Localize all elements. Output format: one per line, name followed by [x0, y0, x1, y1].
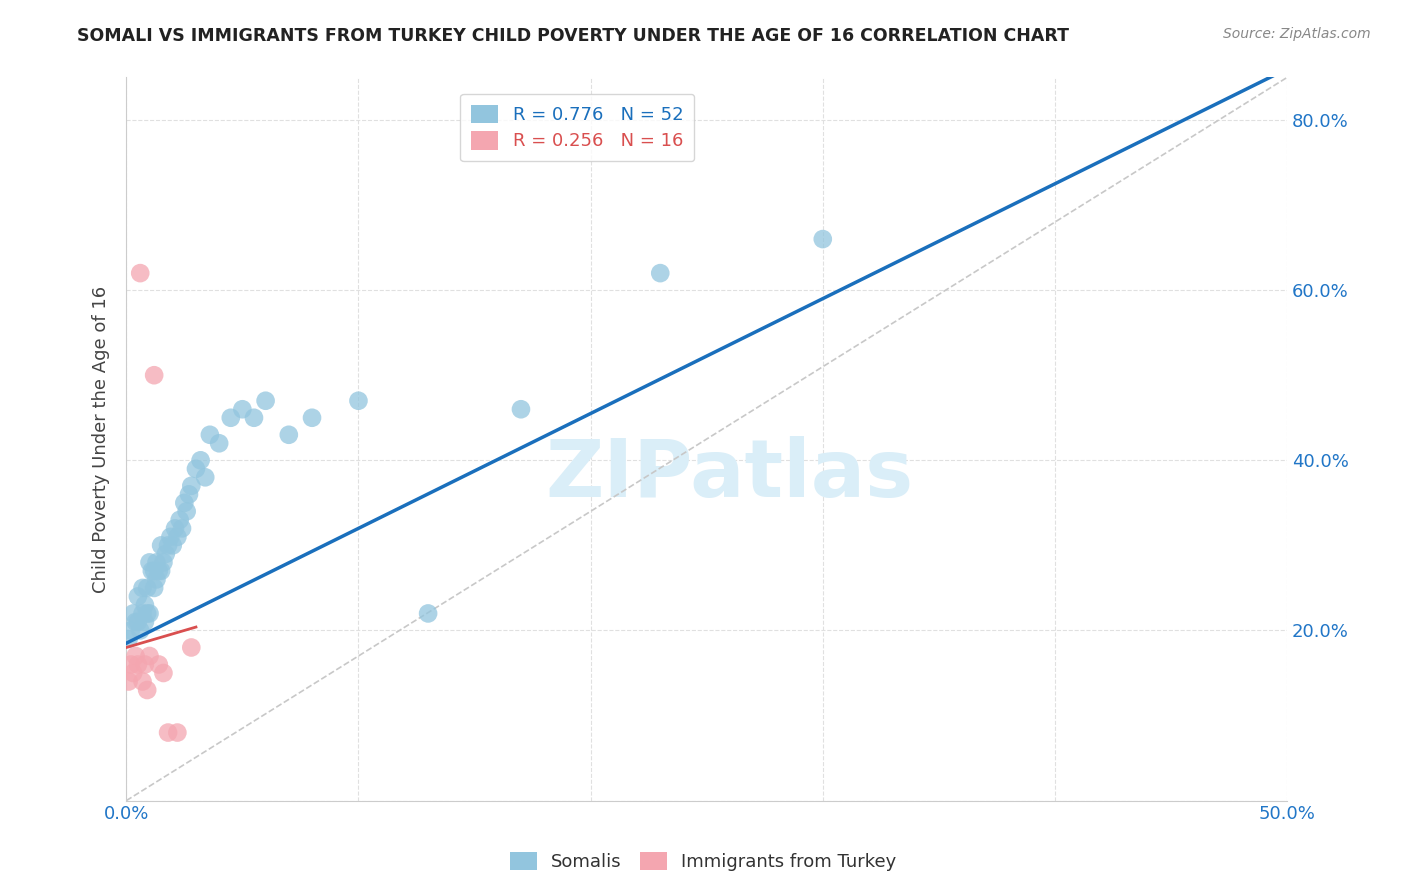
- Point: [148, 564, 170, 578]
- Point: [150, 564, 173, 578]
- Text: Source: ZipAtlas.com: Source: ZipAtlas.com: [1223, 27, 1371, 41]
- Point: [117, 632, 139, 646]
- Point: [120, 657, 142, 672]
- Point: [194, 470, 217, 484]
- Point: [176, 504, 198, 518]
- Point: [416, 607, 439, 621]
- Point: [127, 657, 149, 672]
- Point: [134, 598, 156, 612]
- Point: [138, 607, 160, 621]
- Point: [650, 266, 672, 280]
- Point: [208, 436, 231, 450]
- Legend: Somalis, Immigrants from Turkey: Somalis, Immigrants from Turkey: [502, 845, 904, 879]
- Point: [117, 674, 139, 689]
- Y-axis label: Child Poverty Under the Age of 16: Child Poverty Under the Age of 16: [93, 285, 110, 592]
- Point: [136, 581, 159, 595]
- Point: [190, 453, 212, 467]
- Text: ZIPatlas: ZIPatlas: [546, 436, 914, 514]
- Legend: R = 0.776   N = 52, R = 0.256   N = 16: R = 0.776 N = 52, R = 0.256 N = 16: [460, 94, 695, 161]
- Point: [155, 547, 177, 561]
- Point: [219, 410, 242, 425]
- Point: [162, 538, 184, 552]
- Point: [198, 427, 221, 442]
- Point: [120, 624, 142, 638]
- Point: [134, 615, 156, 629]
- Point: [170, 521, 193, 535]
- Point: [173, 496, 195, 510]
- Point: [150, 538, 173, 552]
- Point: [143, 581, 166, 595]
- Point: [157, 725, 180, 739]
- Point: [152, 555, 174, 569]
- Point: [127, 590, 149, 604]
- Point: [143, 368, 166, 383]
- Point: [254, 393, 277, 408]
- Point: [148, 657, 170, 672]
- Point: [166, 725, 188, 739]
- Point: [184, 462, 207, 476]
- Point: [180, 640, 202, 655]
- Point: [127, 615, 149, 629]
- Point: [180, 479, 202, 493]
- Point: [136, 683, 159, 698]
- Point: [143, 564, 166, 578]
- Point: [138, 555, 160, 569]
- Point: [347, 393, 370, 408]
- Point: [811, 232, 834, 246]
- Text: SOMALI VS IMMIGRANTS FROM TURKEY CHILD POVERTY UNDER THE AGE OF 16 CORRELATION C: SOMALI VS IMMIGRANTS FROM TURKEY CHILD P…: [77, 27, 1070, 45]
- Point: [243, 410, 266, 425]
- Point: [122, 607, 145, 621]
- Point: [129, 266, 152, 280]
- Point: [131, 607, 153, 621]
- Point: [177, 487, 200, 501]
- Point: [231, 402, 253, 417]
- Point: [166, 530, 188, 544]
- Point: [124, 648, 146, 663]
- Point: [124, 615, 146, 629]
- Point: [301, 410, 323, 425]
- Point: [138, 648, 160, 663]
- Point: [136, 607, 159, 621]
- Point: [277, 427, 299, 442]
- Point: [145, 573, 167, 587]
- Point: [510, 402, 533, 417]
- Point: [141, 564, 163, 578]
- Point: [131, 581, 153, 595]
- Point: [122, 665, 145, 680]
- Point: [159, 530, 181, 544]
- Point: [131, 674, 153, 689]
- Point: [157, 538, 180, 552]
- Point: [129, 624, 152, 638]
- Point: [152, 665, 174, 680]
- Point: [145, 555, 167, 569]
- Point: [169, 513, 191, 527]
- Point: [165, 521, 187, 535]
- Point: [134, 657, 156, 672]
